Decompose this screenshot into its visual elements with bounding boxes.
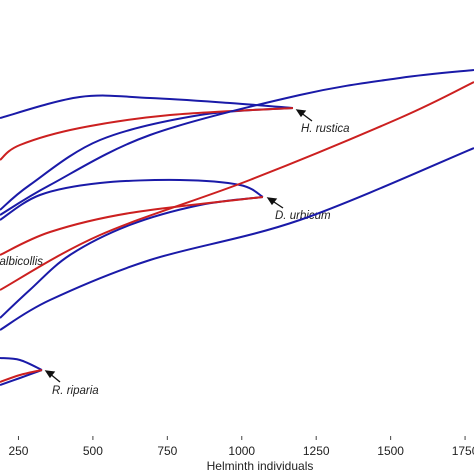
annotation-arrows — [44, 109, 313, 383]
x-tick-label: 1500 — [377, 444, 404, 458]
arrow-head — [44, 370, 56, 379]
curve — [0, 369, 43, 383]
curve — [0, 94, 294, 119]
x-tick-label: 250 — [8, 444, 28, 458]
curve — [0, 357, 43, 371]
x-tick-label: 750 — [157, 444, 177, 458]
arrow-head — [266, 197, 278, 206]
x-tick-label: 500 — [83, 444, 103, 458]
curve — [0, 107, 294, 211]
arrow-head — [295, 109, 307, 118]
x-tick-label: 1750 — [452, 444, 474, 458]
annotation: R. riparia — [52, 385, 99, 397]
curve — [0, 69, 474, 216]
curve — [0, 196, 264, 256]
x-tick-label: 1250 — [303, 444, 330, 458]
annotation: H. rustica — [301, 123, 350, 135]
x-tick-label: 1000 — [228, 444, 255, 458]
curve — [0, 147, 474, 331]
curve — [0, 178, 264, 221]
curve — [0, 107, 294, 161]
x-axis-label: Helminth individuals — [207, 459, 314, 473]
curve — [0, 81, 474, 291]
annotation: albicollis — [0, 256, 43, 268]
